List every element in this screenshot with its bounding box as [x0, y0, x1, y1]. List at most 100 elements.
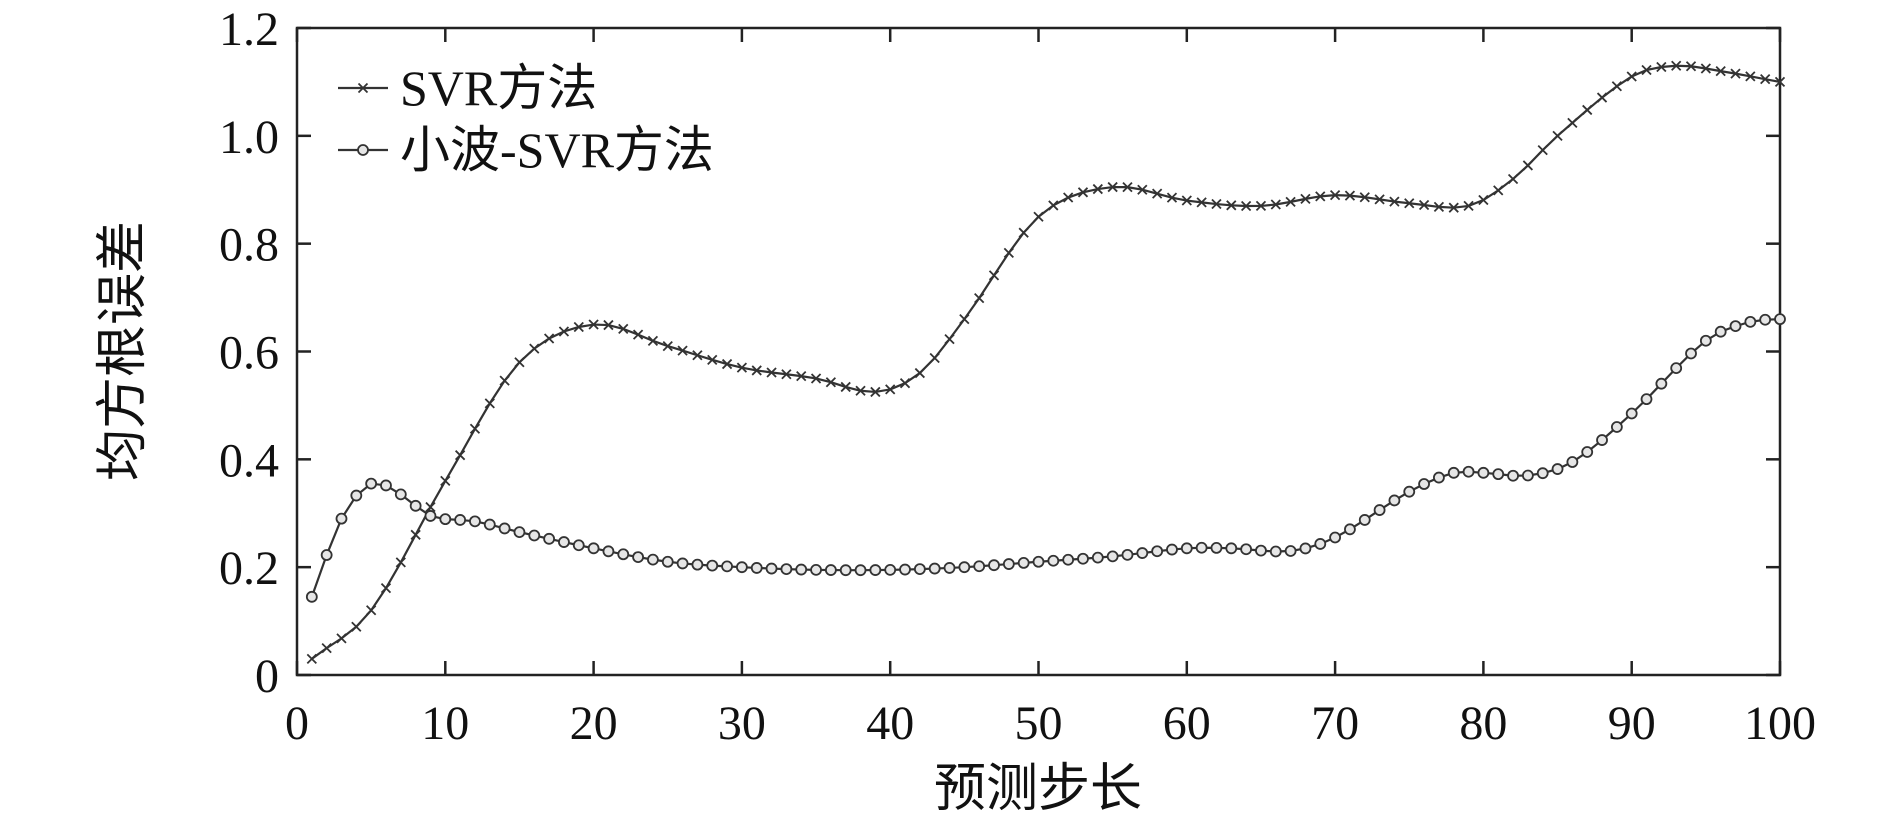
data-point-cross — [781, 369, 792, 380]
x-tick-label: 100 — [1744, 697, 1816, 750]
data-point-circle — [1581, 446, 1594, 458]
series-layer — [305, 60, 1786, 664]
data-point-cross — [1344, 190, 1356, 201]
data-point-circle — [1596, 434, 1608, 446]
data-point-circle — [350, 489, 363, 502]
data-point-circle — [1521, 469, 1534, 482]
x-tick-label: 20 — [570, 697, 618, 750]
data-point-circle — [1759, 313, 1772, 326]
data-point-circle — [1284, 545, 1297, 557]
data-point-circle — [1180, 542, 1193, 555]
data-point-circle — [1121, 548, 1134, 561]
data-point-circle — [1655, 377, 1668, 390]
data-point-circle — [1373, 504, 1386, 516]
data-point-circle — [454, 514, 467, 526]
data-point-circle — [602, 545, 615, 558]
data-point-circle — [1610, 421, 1623, 433]
data-point-cross — [454, 450, 466, 461]
data-point-cross — [1226, 200, 1237, 211]
data-point-cross — [1003, 247, 1014, 259]
data-point-cross — [1196, 197, 1207, 208]
legend-swatch-circle — [357, 144, 369, 156]
data-point-circle — [973, 560, 986, 573]
data-point-cross — [1507, 173, 1519, 185]
series-line — [311, 64, 1781, 660]
data-point-cross — [440, 475, 451, 487]
data-point-circle — [1774, 313, 1786, 326]
data-point-cross — [1626, 71, 1637, 82]
data-point-cross — [1300, 193, 1311, 205]
data-point-cross — [1077, 187, 1089, 198]
data-point-circle — [380, 479, 392, 492]
data-point-circle — [958, 561, 971, 574]
data-point-cross — [573, 321, 584, 333]
data-point-circle — [1225, 542, 1238, 555]
data-point-circle — [1403, 485, 1416, 498]
data-point-cross — [1537, 144, 1548, 156]
data-point-circle — [1358, 514, 1371, 526]
data-point-cross — [1745, 71, 1756, 82]
data-point-circle — [1240, 543, 1253, 556]
y-tick-label: 1.0 — [219, 111, 279, 164]
data-point-circle — [498, 522, 511, 535]
data-point-cross — [603, 319, 614, 331]
data-point-cross — [1033, 211, 1044, 222]
data-point-cross — [1552, 130, 1563, 141]
data-point-circle — [469, 515, 481, 528]
data-point-cross — [1700, 63, 1711, 74]
data-point-cross — [1522, 160, 1534, 171]
x-tick-label: 70 — [1311, 697, 1359, 750]
data-point-circle — [1744, 315, 1757, 328]
data-point-cross — [959, 314, 970, 325]
data-point-circle — [1433, 471, 1445, 484]
data-point-cross — [1389, 196, 1400, 207]
data-point-cross — [647, 335, 659, 346]
data-point-cross — [840, 381, 851, 393]
data-point-cross — [1774, 76, 1786, 88]
data-point-cross — [870, 386, 881, 398]
series-svr — [306, 60, 1786, 664]
data-point-cross — [914, 367, 925, 379]
data-point-cross — [529, 343, 540, 354]
data-point-cross — [1671, 60, 1682, 71]
data-point-circle — [1062, 553, 1075, 566]
data-point-circle — [632, 551, 644, 563]
data-point-circle — [1002, 558, 1015, 570]
data-point-circle — [365, 477, 378, 490]
legend-label: 小波-SVR方法 — [400, 122, 714, 178]
data-point-circle — [1492, 468, 1505, 481]
data-point-circle — [988, 559, 1000, 572]
data-point-circle — [1625, 407, 1638, 420]
data-point-cross — [825, 377, 837, 388]
data-point-circle — [1462, 465, 1475, 478]
x-tick-label: 30 — [718, 697, 766, 750]
data-point-circle — [513, 526, 526, 539]
data-point-circle — [1091, 551, 1104, 564]
data-point-cross — [514, 357, 525, 368]
data-point-circle — [884, 563, 897, 576]
data-point-circle — [558, 536, 570, 548]
data-point-cross — [1270, 199, 1281, 210]
x-axis-title: 预测步长 — [934, 761, 1142, 818]
y-tick-label: 0 — [255, 650, 279, 703]
data-point-circle — [1077, 552, 1089, 565]
data-point-cross — [1404, 198, 1415, 209]
data-point-circle — [543, 532, 556, 545]
x-tick-label: 10 — [421, 697, 469, 750]
data-point-circle — [1477, 466, 1490, 479]
data-point-circle — [1255, 544, 1267, 557]
data-point-cross — [1567, 117, 1578, 129]
data-point-circle — [1047, 554, 1060, 567]
data-point-cross — [1374, 194, 1385, 205]
data-point-circle — [424, 510, 437, 522]
data-point-circle — [1640, 393, 1653, 406]
data-point-cross — [1181, 195, 1192, 206]
data-point-cross — [707, 354, 718, 365]
data-point-circle — [439, 513, 452, 526]
data-point-cross — [558, 326, 570, 337]
data-point-circle — [1017, 556, 1030, 569]
data-point-circle — [1195, 541, 1208, 554]
y-tick-label: 0.4 — [219, 434, 279, 487]
data-point-cross — [1063, 192, 1074, 203]
series-wavelet-svr — [305, 313, 1786, 603]
